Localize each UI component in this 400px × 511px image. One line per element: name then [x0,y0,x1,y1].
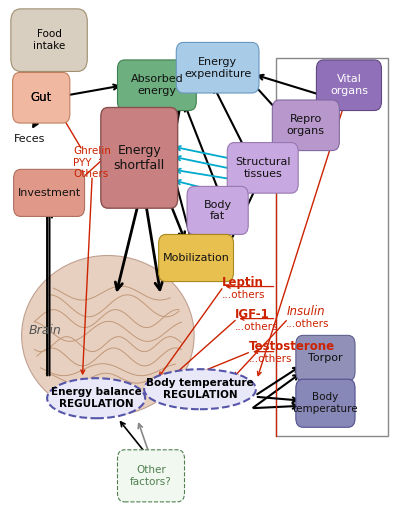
Text: Other
factors?: Other factors? [130,465,172,486]
Text: Body
fat: Body fat [204,200,232,221]
FancyBboxPatch shape [13,73,70,123]
Text: Vital
organs: Vital organs [330,75,368,96]
Text: Body
temperature: Body temperature [293,392,358,414]
Text: ...others: ...others [249,354,292,364]
FancyBboxPatch shape [14,169,84,217]
Text: ...others: ...others [286,318,330,329]
Text: Body temperature
REGULATION: Body temperature REGULATION [146,379,254,400]
Ellipse shape [144,369,256,409]
Text: Brain: Brain [29,324,62,337]
Text: Feces: Feces [14,134,45,144]
Text: Gut: Gut [30,91,52,104]
FancyBboxPatch shape [296,379,355,427]
Text: Mobilization: Mobilization [163,253,230,263]
Text: IGF-1: IGF-1 [235,308,270,321]
Text: Investment: Investment [18,188,81,198]
Text: Ghrelin
PYY
Others: Ghrelin PYY Others [73,146,111,179]
Text: Absorbed
energy: Absorbed energy [130,75,183,96]
FancyBboxPatch shape [176,42,259,93]
Text: Energy balance
REGULATION: Energy balance REGULATION [51,387,142,409]
Text: Repro
organs: Repro organs [287,114,325,136]
Text: Insulin: Insulin [286,305,325,318]
FancyBboxPatch shape [316,60,382,110]
Bar [276,58,388,436]
FancyBboxPatch shape [118,450,184,502]
FancyBboxPatch shape [296,335,355,381]
Ellipse shape [47,378,145,418]
Text: Gut: Gut [30,91,52,104]
Text: Structural
tissues: Structural tissues [235,157,290,179]
FancyBboxPatch shape [272,100,339,151]
Text: Energy
expenditure: Energy expenditure [184,57,251,79]
FancyBboxPatch shape [11,9,87,72]
Text: Torpor: Torpor [308,353,343,363]
Text: Leptin: Leptin [222,276,264,289]
Ellipse shape [22,256,194,416]
FancyBboxPatch shape [159,235,234,282]
Text: ...others: ...others [222,290,265,299]
FancyBboxPatch shape [118,60,196,110]
FancyBboxPatch shape [227,143,298,193]
FancyBboxPatch shape [101,107,178,208]
Text: Testosterone: Testosterone [249,340,335,353]
Text: Energy
shortfall: Energy shortfall [114,144,165,172]
FancyBboxPatch shape [187,187,248,235]
Text: ...others: ...others [235,321,279,332]
Text: Food
intake: Food intake [33,29,65,51]
